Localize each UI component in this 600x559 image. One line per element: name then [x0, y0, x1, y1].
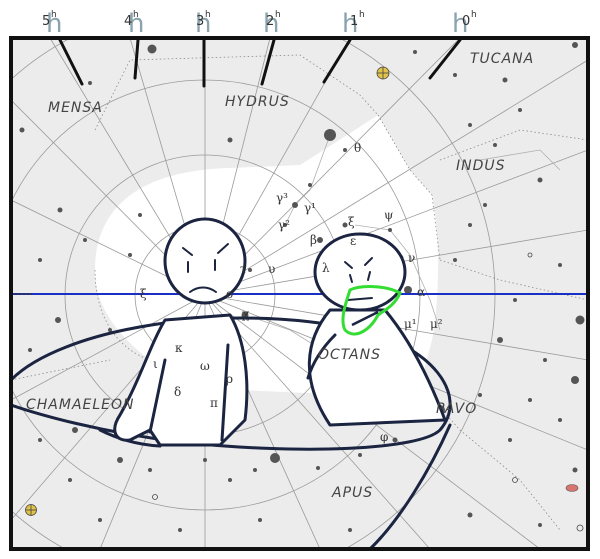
doodle-right-eyes	[349, 271, 371, 283]
star-label-psi: ψ	[384, 208, 393, 222]
doodle-left-eyes	[187, 259, 216, 273]
star-label-epsilon: ε	[350, 234, 356, 248]
constellation-label-hydrus: HYDRUS	[225, 94, 290, 110]
hour-big-1: h	[342, 9, 358, 39]
star-label-gamma1: γ¹	[304, 201, 316, 215]
hour-label-4-sup: h	[133, 10, 139, 20]
star-label-gamma3: γ³	[276, 191, 288, 205]
star-label-kappa: κ	[175, 341, 183, 355]
star-label-pi: π	[210, 396, 218, 410]
hour-big-3: h	[195, 9, 211, 39]
hour-label-5: 5	[42, 14, 50, 29]
star-label-iota: ι	[153, 357, 158, 371]
chart-frame	[9, 36, 590, 551]
constellation-label-octans: OCTANS	[318, 347, 381, 363]
star-label-upsilon: υ	[268, 262, 275, 276]
star-label-phi: φ	[380, 430, 388, 444]
star-label-xi-upper: ξ	[348, 215, 355, 229]
doodle-left-head	[163, 217, 247, 305]
star-labels: θ γ³ γ¹ γ² ξ ψ β ε ν τ υ λ ξ σ α χ μ¹ μ²…	[140, 141, 443, 444]
constellation-label-mensa: MENSA	[48, 100, 103, 116]
hour-label-3: 3	[196, 14, 204, 29]
star-label-tau: τ	[240, 262, 247, 276]
doodle-left-arm	[148, 358, 167, 434]
constellation-label-apus: APUS	[331, 485, 373, 501]
hour-label-5-sup: h	[51, 10, 57, 20]
hour-label-1: 1	[350, 14, 358, 29]
doodle-pot-side	[368, 423, 452, 549]
constellation-label-pavo: PAVO	[436, 401, 477, 417]
constellation-labels: TUCANA MENSA HYDRUS INDUS OCTANS CHAMAEL…	[26, 51, 534, 501]
star-label-xi-left: ξ	[140, 287, 147, 301]
hour-label-2-sup: h	[275, 10, 281, 20]
star-label-beta: β	[310, 233, 317, 247]
variable-star-icon	[152, 494, 158, 500]
doodle-left-eyebrows	[182, 243, 229, 256]
hour-label-3-sup: h	[205, 10, 211, 20]
hour-label-4: 4	[124, 14, 132, 29]
variable-star-icon	[527, 252, 533, 258]
doodle-highlight	[341, 285, 402, 336]
doodle-left-body	[113, 313, 249, 447]
star-label-theta: θ	[354, 141, 361, 155]
star-label-delta: δ	[174, 385, 181, 399]
constellation-boundaries	[11, 54, 588, 531]
doodle-left-arm	[220, 343, 230, 442]
hour-ticks	[58, 38, 462, 88]
variable-star-icon	[512, 477, 518, 483]
hour-big-2: h	[263, 9, 279, 39]
star-label-chi: χ	[242, 307, 250, 321]
star-label-alpha: α	[417, 285, 425, 299]
hour-big-0: h	[452, 9, 468, 39]
doodle-figures	[11, 217, 452, 549]
star-label-sigma: σ	[226, 287, 234, 301]
variable-star-icon	[576, 524, 584, 532]
hour-label-0: 0	[462, 14, 470, 29]
doodle-right-mouth	[347, 297, 373, 301]
star-label-omega: ω	[200, 359, 210, 373]
doodle-hand	[351, 310, 379, 327]
constellation-label-tucana: TUCANA	[470, 51, 534, 67]
hour-label-2: 2	[266, 14, 274, 29]
star-label-mu2: μ²	[430, 317, 443, 331]
star-label-lambda: λ	[322, 261, 330, 275]
doodle-right-body	[307, 308, 447, 427]
constellation-label-chamaeleon: CHAMAELEON	[26, 397, 135, 413]
hour-big-4: h	[128, 9, 144, 39]
doodle-right-eyebrows	[344, 257, 373, 269]
star-label-mu1: μ¹	[404, 317, 417, 331]
star-label-gamma2: γ²	[278, 218, 290, 232]
hour-big-5: h	[46, 9, 62, 39]
hour-label-1-sup: h	[359, 10, 365, 20]
doodle-right-arm	[306, 333, 337, 380]
doodle-left-mouth	[189, 286, 217, 293]
galaxy-icon	[565, 484, 579, 492]
constellation-label-indus: INDUS	[456, 158, 506, 174]
hour-labels: h 5 h h 4 h h 3 h h 2 h h 1 h h 0 h	[42, 9, 477, 39]
hour-label-0-sup: h	[471, 10, 477, 20]
star-label-rho: ρ	[226, 372, 233, 386]
doodle-right-head	[313, 232, 407, 312]
star-label-nu: ν	[408, 251, 415, 265]
